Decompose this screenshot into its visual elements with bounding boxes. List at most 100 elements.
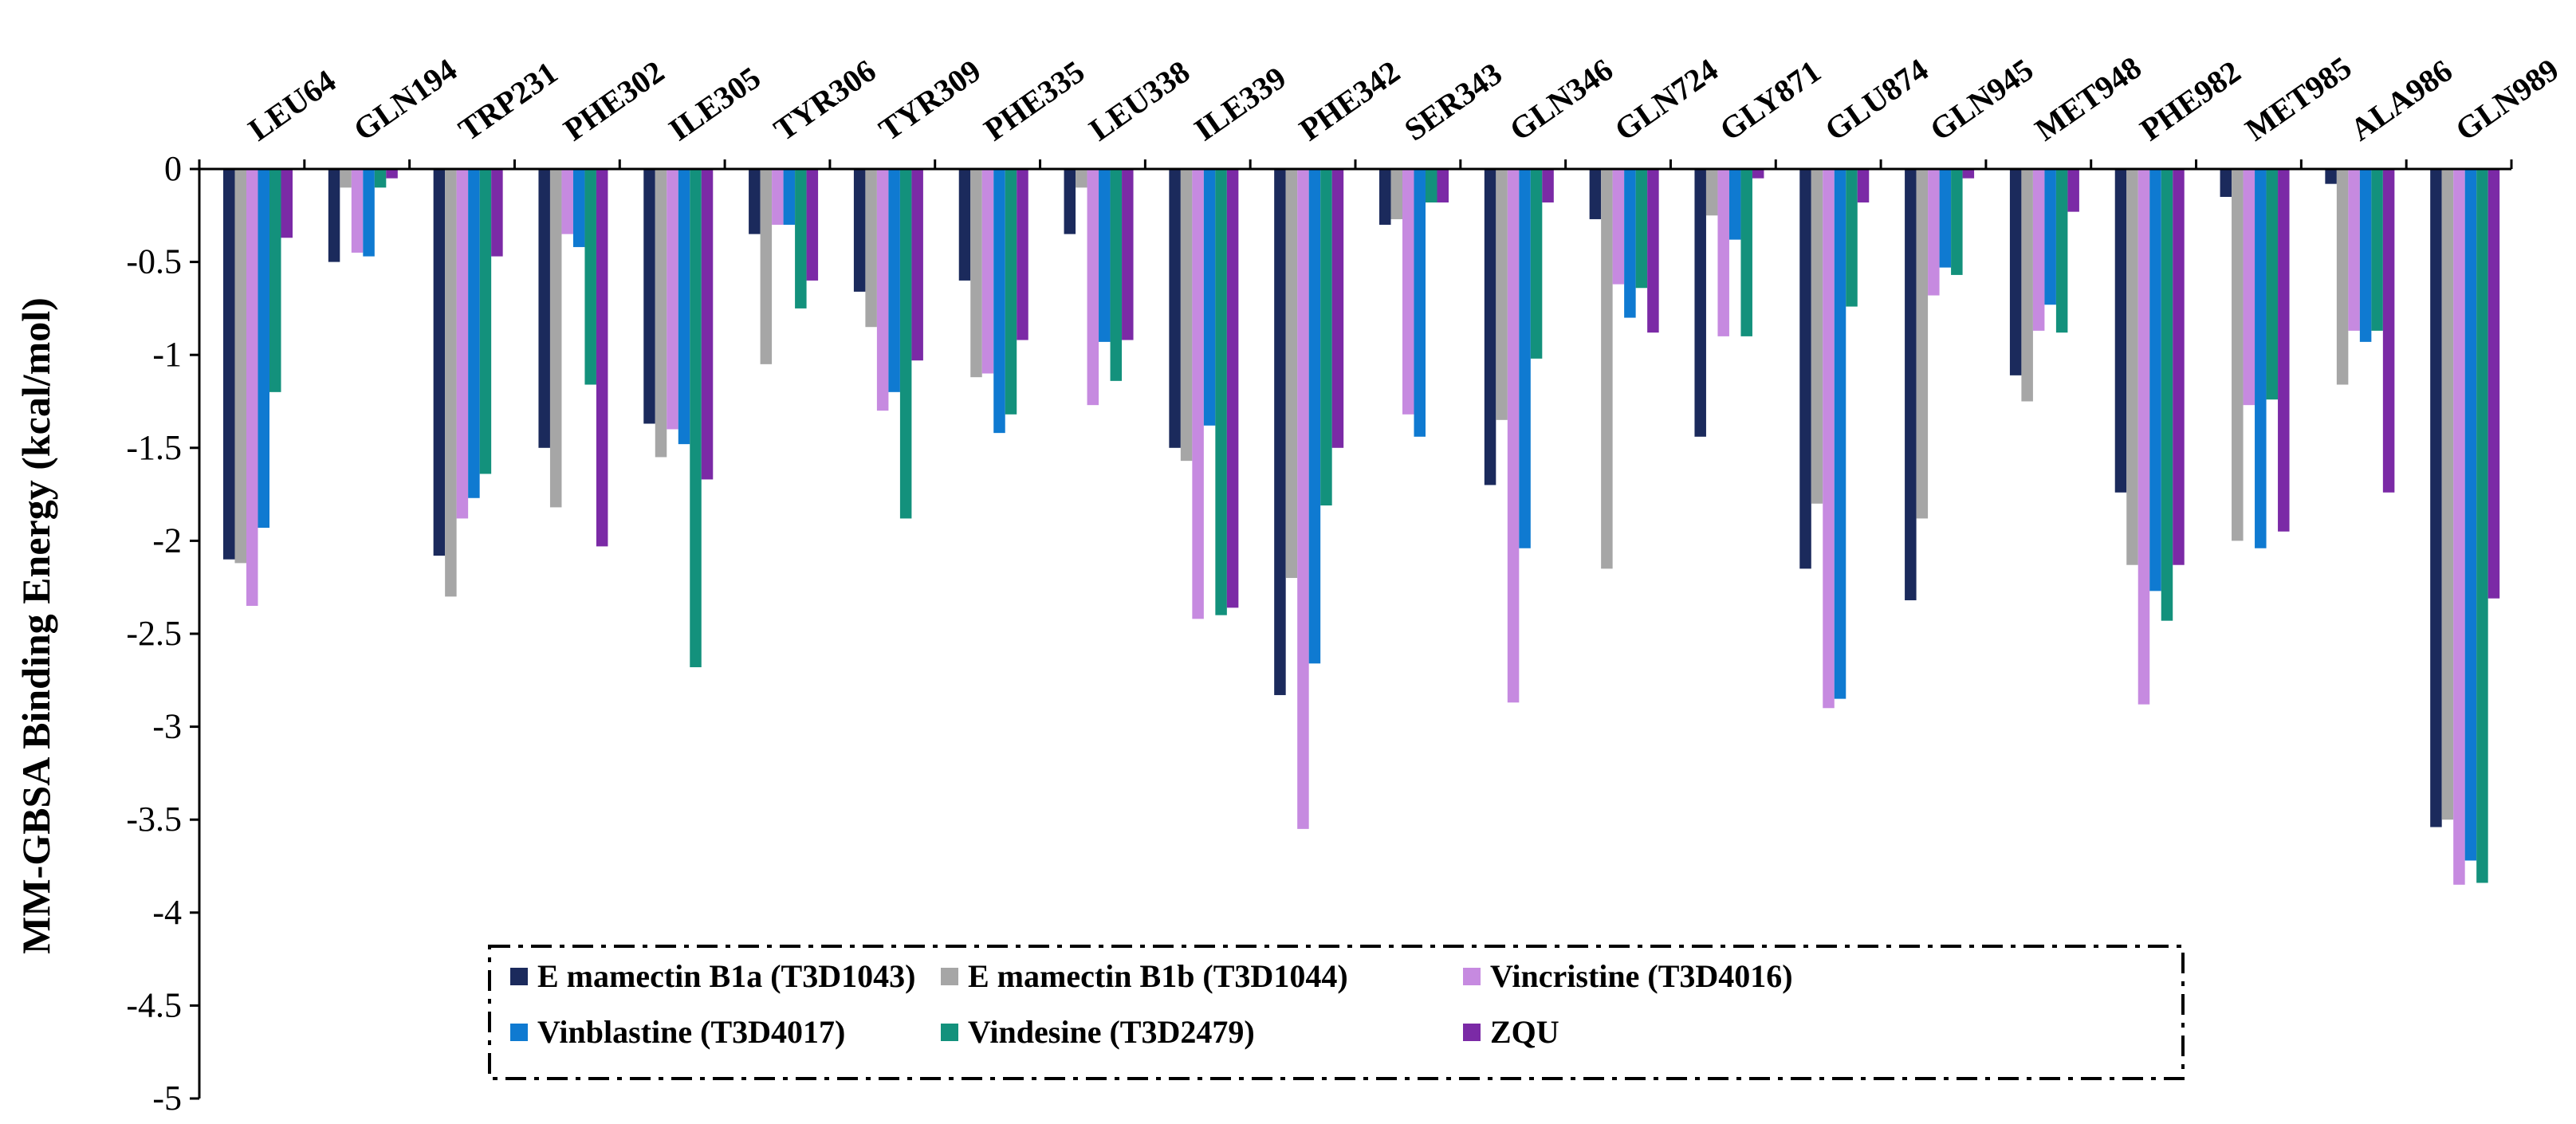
bar-leu338-series-5 bbox=[1110, 169, 1123, 381]
bar-ile305-series-4 bbox=[678, 169, 690, 445]
bar-met985-series-2 bbox=[2232, 169, 2244, 541]
bar-leu64-series-4 bbox=[258, 169, 269, 529]
bar-trp231-series-6 bbox=[491, 169, 503, 257]
bar-gln194-series-6 bbox=[386, 169, 398, 179]
bar-leu64-series-2 bbox=[234, 169, 246, 564]
bar-met948-series-4 bbox=[2044, 169, 2056, 305]
bar-gln724-series-6 bbox=[1647, 169, 1659, 333]
y-axis-title: MM-GBSA Binding Energy (kcal/mol) bbox=[14, 297, 58, 954]
bar-glu874-series-2 bbox=[1811, 169, 1823, 504]
category-label-ile339: ILE339 bbox=[1188, 60, 1292, 148]
bar-tyr309-series-6 bbox=[911, 169, 923, 361]
bar-gln724-series-3 bbox=[1612, 169, 1625, 285]
category-label-gln346: GLN346 bbox=[1503, 51, 1619, 147]
bar-met948-series-6 bbox=[2067, 169, 2079, 212]
category-label-ile305: ILE305 bbox=[663, 60, 767, 148]
bar-ala986-series-1 bbox=[2325, 169, 2337, 184]
bar-gly871-series-2 bbox=[1705, 169, 1718, 216]
bar-ser343-series-2 bbox=[1390, 169, 1402, 219]
category-label-phe335: PHE335 bbox=[977, 53, 1091, 147]
bar-trp231-series-3 bbox=[456, 169, 469, 519]
category-label-leu338: LEU338 bbox=[1083, 53, 1196, 147]
bar-ile339-series-1 bbox=[1169, 169, 1181, 448]
bar-phe982-series-2 bbox=[2126, 169, 2138, 565]
legend-label-3: Vincristine (T3D4016) bbox=[1490, 958, 1793, 994]
bar-gln989-series-4 bbox=[2464, 169, 2477, 861]
bar-phe335-series-2 bbox=[970, 169, 982, 378]
y-tick-label: 0 bbox=[164, 149, 182, 188]
legend-frame bbox=[488, 945, 2185, 1080]
bar-phe335-series-5 bbox=[1005, 169, 1017, 415]
bar-tyr309-series-2 bbox=[865, 169, 877, 328]
bar-ile305-series-2 bbox=[655, 169, 667, 458]
bar-tyr306-series-6 bbox=[806, 169, 819, 281]
bar-phe335-series-6 bbox=[1017, 169, 1028, 340]
bar-gln346-series-1 bbox=[1484, 169, 1496, 485]
bar-phe302-series-6 bbox=[596, 169, 608, 547]
bar-gln346-series-6 bbox=[1542, 169, 1554, 202]
category-label-phe302: PHE302 bbox=[557, 53, 671, 147]
legend-label-5: Vindesine (T3D2479) bbox=[968, 1014, 1255, 1050]
category-label-phe342: PHE342 bbox=[1292, 53, 1406, 147]
bar-tyr309-series-1 bbox=[853, 169, 866, 292]
bar-ala986-series-3 bbox=[2348, 169, 2360, 331]
bar-phe982-series-5 bbox=[2161, 169, 2173, 621]
bar-glu874-series-1 bbox=[1799, 169, 1811, 569]
bar-ile339-series-2 bbox=[1180, 169, 1193, 462]
bar-ser343-series-4 bbox=[1414, 169, 1426, 437]
category-label-gly871: GLY871 bbox=[1713, 53, 1827, 147]
bar-gln945-series-4 bbox=[1939, 169, 1952, 268]
legend-label-4: Vinblastine (T3D4017) bbox=[537, 1014, 845, 1050]
bar-ala986-series-6 bbox=[2382, 169, 2395, 493]
bar-met985-series-5 bbox=[2266, 169, 2279, 400]
legend: E mamectin B1a (T3D1043) E mamectin B1b (… bbox=[488, 945, 2185, 1080]
bar-leu338-series-2 bbox=[1076, 169, 1087, 188]
bar-phe342-series-2 bbox=[1285, 169, 1298, 579]
bar-gln346-series-4 bbox=[1519, 169, 1531, 548]
bar-ser343-series-1 bbox=[1379, 169, 1391, 225]
bar-met985-series-6 bbox=[2278, 169, 2290, 532]
bar-ile305-series-5 bbox=[690, 169, 702, 667]
bar-glu874-series-5 bbox=[1846, 169, 1858, 307]
bar-gly871-series-5 bbox=[1740, 169, 1752, 336]
bar-gln724-series-1 bbox=[1589, 169, 1602, 219]
bar-gln945-series-3 bbox=[1928, 169, 1940, 296]
bar-tyr306-series-3 bbox=[772, 169, 784, 225]
bar-gln346-series-5 bbox=[1530, 169, 1543, 359]
bar-ala986-series-5 bbox=[2371, 169, 2383, 331]
bar-gln724-series-2 bbox=[1601, 169, 1613, 569]
bar-tyr306-series-1 bbox=[749, 169, 761, 234]
category-label-glu874: GLU874 bbox=[1819, 51, 1935, 147]
legend-swatch-1 bbox=[510, 968, 528, 985]
y-tick-label: -3.5 bbox=[126, 800, 182, 839]
category-label-tyr309: TYR309 bbox=[872, 53, 987, 148]
bar-phe342-series-4 bbox=[1308, 169, 1321, 664]
bar-met985-series-1 bbox=[2220, 169, 2232, 197]
y-tick-label: -1 bbox=[152, 335, 182, 374]
y-tick-label: -5 bbox=[152, 1079, 182, 1118]
bar-leu338-series-4 bbox=[1099, 169, 1111, 342]
bar-glu874-series-3 bbox=[1823, 169, 1835, 709]
bar-gln346-series-3 bbox=[1507, 169, 1520, 703]
bar-phe342-series-6 bbox=[1331, 169, 1344, 448]
axes-layer: 0 -0.5 -1 -1.5 -2 -2.5 -3 -3.5 -4 -4.5 -5 bbox=[126, 149, 2513, 1118]
bar-leu64-series-3 bbox=[246, 169, 258, 607]
bar-ser343-series-3 bbox=[1402, 169, 1414, 415]
bar-ser343-series-6 bbox=[1437, 169, 1449, 202]
legend-swatch-3 bbox=[1463, 968, 1481, 985]
bar-gln194-series-4 bbox=[363, 169, 375, 257]
bar-leu64-series-5 bbox=[269, 169, 281, 392]
bar-ser343-series-5 bbox=[1426, 169, 1437, 202]
category-label-gln989: GLN989 bbox=[2448, 51, 2565, 147]
bar-gln724-series-4 bbox=[1624, 169, 1636, 318]
category-label-gln194: GLN194 bbox=[347, 51, 463, 147]
bar-tyr306-series-2 bbox=[760, 169, 773, 364]
bar-glu874-series-4 bbox=[1834, 169, 1846, 699]
bar-tyr309-series-5 bbox=[899, 169, 912, 519]
bar-phe982-series-1 bbox=[2114, 169, 2127, 493]
bar-trp231-series-4 bbox=[468, 169, 480, 498]
bar-ile339-series-6 bbox=[1226, 169, 1239, 608]
legend-swatch-6 bbox=[1463, 1024, 1481, 1041]
bar-met948-series-2 bbox=[2021, 169, 2033, 402]
bar-phe342-series-5 bbox=[1320, 169, 1332, 506]
